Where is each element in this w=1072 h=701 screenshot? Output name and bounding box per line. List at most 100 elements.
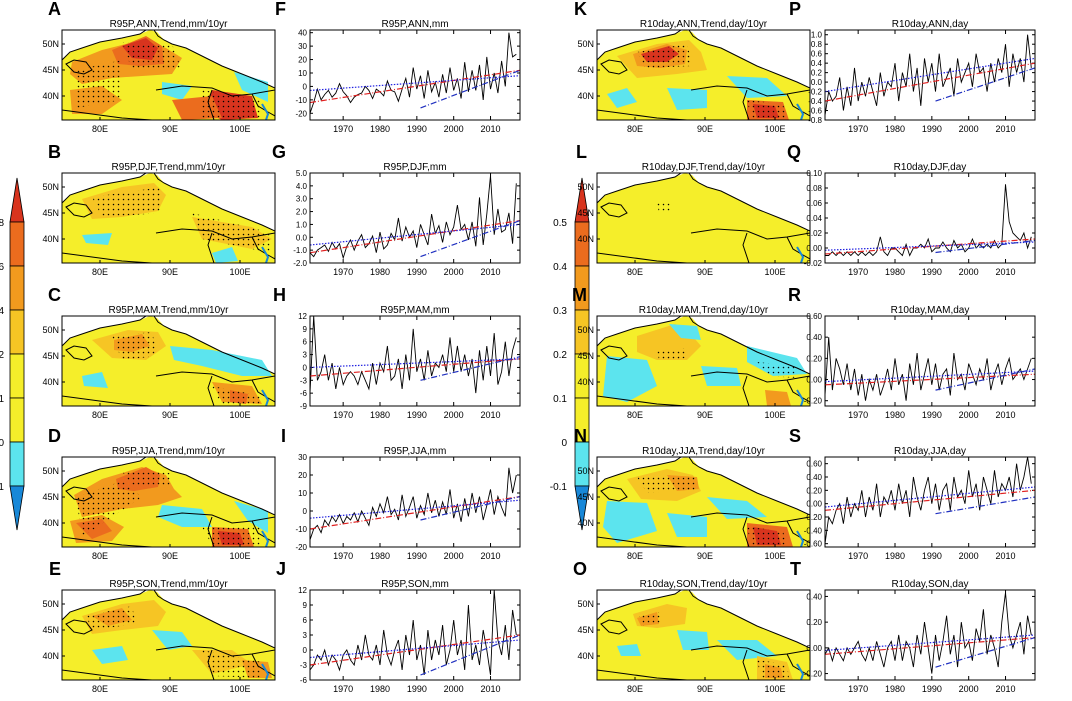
map-border [597, 669, 688, 680]
lat-label: 50N [577, 599, 594, 609]
map-border [742, 89, 750, 120]
chart-frame [824, 172, 1036, 264]
x-tick-label: 1990 [407, 684, 427, 694]
map-frame [596, 456, 811, 548]
map-region [234, 72, 268, 102]
lat-label: 45N [42, 208, 59, 218]
x-tick-label: 1990 [922, 410, 942, 420]
lat-label: 45N [577, 351, 594, 361]
lon-label: 80E [92, 684, 108, 694]
map-region [170, 346, 272, 376]
colorbar-segment [574, 441, 590, 487]
y-tick-label: -9 [300, 402, 308, 411]
panel-letter: S [789, 426, 801, 446]
y-tick-label: 5.0 [296, 169, 308, 178]
panel-letter: P [789, 0, 801, 19]
map-panel-b: B R95P,DJF,Trend,mm/10yr 50N 45N 40N 80E 90E 10… [42, 142, 276, 277]
series-line [309, 32, 517, 114]
y-tick-label: -3 [300, 376, 308, 385]
chart-frame [309, 589, 521, 681]
lon-label: 80E [627, 267, 643, 277]
map-border [742, 649, 750, 680]
map-border [251, 93, 275, 117]
y-tick-label: 6 [303, 338, 308, 347]
lat-label: 40N [577, 651, 594, 661]
colorbar-label: 8 [0, 218, 4, 229]
chart-title: R10day,MAM,day [891, 305, 970, 316]
y-tick-label: 2.0 [296, 208, 308, 217]
y-tick-label: -10 [295, 525, 307, 534]
panel-letter: M [572, 285, 587, 305]
map-region [86, 606, 136, 630]
y-tick-label: 9 [303, 325, 308, 334]
lat-label: 50N [42, 599, 59, 609]
map-frame [61, 456, 276, 548]
y-tick-label: -1.0 [293, 246, 307, 255]
chart-title: R95P,ANN,mm [381, 19, 448, 30]
map-border [600, 202, 628, 218]
trend-line-full [309, 219, 521, 254]
x-tick-label: 1990 [407, 551, 427, 561]
y-tick-label: -6 [300, 676, 308, 685]
map-region [212, 247, 238, 263]
map-region [607, 88, 637, 108]
colorbar-label: 6 [0, 262, 4, 273]
lat-label: 40N [42, 91, 59, 101]
map-border [786, 236, 810, 260]
map-panel-n: N R10day,JJA,Trend,day/10yr 50N 45N 40N 80E 90… [574, 426, 811, 561]
x-tick-label: 2010 [481, 684, 501, 694]
x-tick-label: 1980 [885, 267, 905, 277]
lon-label: 100E [764, 267, 785, 277]
map-border [62, 536, 153, 547]
y-tick-label: -0.4 [808, 97, 822, 106]
map-border [155, 645, 275, 657]
colorbar-label: 0.5 [553, 218, 567, 229]
panel-letter: B [48, 142, 61, 162]
map-area [597, 457, 810, 547]
y-tick-label: 3 [303, 351, 308, 360]
panel-letter: K [574, 0, 587, 19]
series-line [824, 592, 1032, 674]
lon-label: 90E [162, 684, 178, 694]
lat-label: 45N [577, 65, 594, 75]
map-frame [596, 29, 811, 121]
y-tick-label: 0 [303, 82, 308, 91]
map-border [742, 232, 750, 263]
map-region [192, 213, 272, 253]
trend-line-recent [420, 496, 521, 521]
lon-label: 90E [697, 684, 713, 694]
y-tick-label: 0.04 [806, 214, 822, 223]
chart-frame [824, 29, 1036, 121]
map-panel-e: E R95P,SON,Trend,mm/10yr 50N 45N 40N 80E 90E 10… [42, 559, 276, 694]
y-tick-label: 3 [303, 631, 308, 640]
trend-line-full [824, 373, 1036, 386]
panel-letter: F [275, 0, 286, 19]
map-panel-l: L R10day,DJF,Trend,day/10yr 50N 45N 40N 80E 90… [576, 142, 811, 277]
map-region [765, 390, 791, 406]
chart-panel-g: G R95P,DJF,mm 5.0 4.0 3.0 2.0 1.0 0.0 -1.0 -2.0 19… [272, 142, 521, 277]
chart-title: R10day,JJA,day [894, 446, 966, 457]
trend-line-dotted [824, 486, 1036, 508]
y-tick-label: -6 [300, 389, 308, 398]
lat-label: 40N [42, 234, 59, 244]
y-tick-label: -10 [295, 96, 307, 105]
lon-label: 90E [697, 267, 713, 277]
panel-title: R10day,MAM,Trend,day/10yr [639, 305, 769, 316]
x-tick-label: 1970 [333, 124, 353, 134]
y-tick-label: 0.60 [806, 312, 822, 321]
chart-panel-s: S R10day,JJA,day 0.60 0.40 0.20 0.00 -0.20 -0.4… [789, 426, 1036, 561]
map-border [786, 379, 810, 403]
map-region [637, 477, 697, 493]
lat-label: 45N [577, 492, 594, 502]
x-tick-label: 2000 [959, 410, 979, 420]
chart-title: R95P,MAM,mm [380, 305, 449, 316]
lon-label: 80E [627, 410, 643, 420]
y-tick-label: 0.6 [811, 50, 823, 59]
chart-title: R10day,DJF,day [894, 162, 967, 173]
lon-label: 90E [697, 551, 713, 561]
chart-frame [824, 315, 1036, 407]
map-border [690, 228, 810, 240]
map-border [65, 59, 93, 75]
panel-title: R95P,MAM,Trend,mm/10yr [108, 305, 229, 316]
